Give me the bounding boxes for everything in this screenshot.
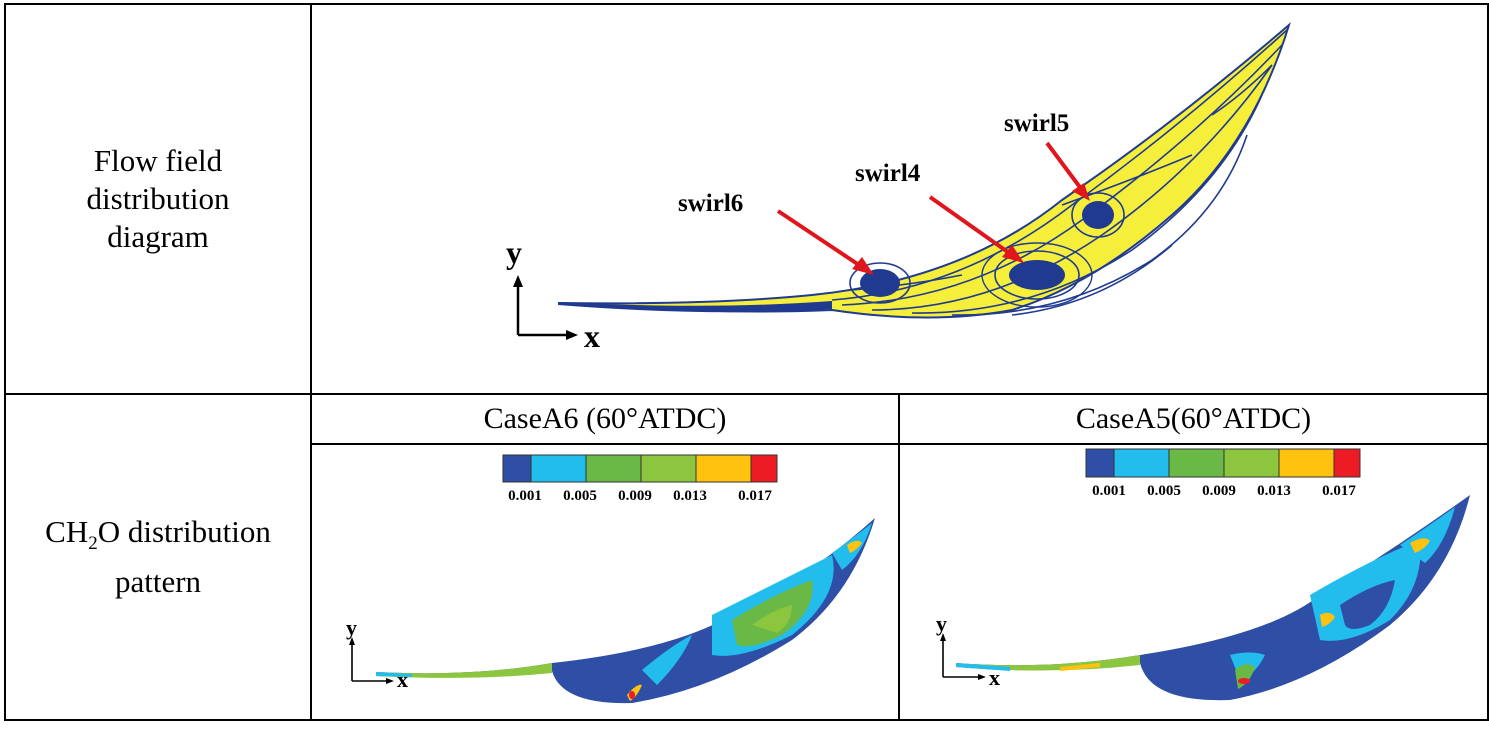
flow-field-label-line3: diagram — [107, 219, 209, 254]
legend-tick-4: 0.013 — [673, 488, 707, 504]
case-a5-axis-x-label: x — [989, 665, 1000, 690]
ch2o-label-pre: CH — [45, 513, 89, 549]
flow-field-diagram: swirl6 swirl4 swirl5 — [506, 21, 1291, 354]
case-a5-axis-y-label: y — [936, 611, 947, 636]
legend-tick-2: 0.005 — [563, 488, 597, 504]
ch2o-row: 0.001 0.005 0.009 0.013 0.017 — [5, 443, 1489, 721]
comparison-table: Flow field distribution diagram — [4, 3, 1489, 721]
case-a6-axis-y-label: y — [346, 615, 357, 640]
legend-swatch-green — [585, 454, 642, 483]
legend-tick-3: 0.009 — [1202, 483, 1236, 499]
case-a6-contour: 0.001 0.005 0.009 0.013 0.017 — [346, 454, 875, 704]
legend-tick-4: 0.013 — [1257, 483, 1291, 499]
legend-swatch-lime — [1223, 448, 1280, 478]
swirl4-vortex — [981, 242, 1093, 308]
legend-tick-5: 0.017 — [1322, 483, 1356, 499]
legend-swatch-red — [1333, 448, 1361, 478]
chamber-thin-tip — [558, 301, 832, 313]
swirl5-vortex — [1071, 192, 1125, 238]
swirl5-label: swirl5 — [1004, 110, 1069, 137]
flow-field-label-line1: Flow field — [93, 143, 223, 178]
flow-field-row: Flow field distribution diagram — [4, 3, 1489, 395]
streamlines — [831, 29, 1288, 316]
swirl6-label: swirl6 — [678, 190, 743, 217]
flow-field-label: Flow field distribution diagram — [4, 3, 312, 395]
legend-swatch-red — [750, 454, 778, 483]
flow-axis-icon — [513, 275, 578, 340]
case-a6-field — [376, 518, 875, 704]
swirl4-label: swirl4 — [855, 160, 921, 187]
ch2o-label: CH2O distribution pattern — [4, 393, 312, 721]
legend-swatch-cyan — [530, 454, 587, 483]
case-a5-axis-icon — [939, 633, 986, 680]
flow-axis-y-label: y — [506, 234, 522, 270]
flow-axis-x-label: x — [584, 318, 600, 354]
legend-swatch-yellow — [1278, 448, 1335, 478]
case-a6-axis-x-label: x — [397, 667, 408, 692]
legend-tick-2: 0.005 — [1147, 483, 1181, 499]
legend-swatch-blue — [502, 454, 532, 483]
flow-field-label-line2: distribution — [86, 181, 230, 216]
case-a6-axis-icon — [349, 637, 394, 684]
flow-field-diagram-cell: swirl6 swirl4 swirl5 — [310, 3, 1489, 395]
case-header-row: CH2O distribution pattern CaseA6 (60°ATD… — [4, 393, 1489, 721]
case-a5-field — [955, 495, 1470, 701]
ch2o-label-sub: 2 — [88, 533, 98, 555]
case-a5-cell: 0.001 0.005 0.009 0.013 0.017 — [897, 443, 1489, 721]
legend-swatch-green — [1168, 448, 1225, 478]
legend-tick-3: 0.009 — [618, 488, 652, 504]
legend-tick-1: 0.001 — [508, 488, 542, 504]
swirl-arrows — [776, 141, 1090, 275]
case-a6-cell: 0.001 0.005 0.009 0.013 0.017 — [310, 443, 900, 721]
ch2o-label-line2: pattern — [114, 564, 202, 600]
swirl6-vortex — [849, 262, 911, 304]
legend-tick-5: 0.017 — [738, 488, 772, 504]
legend-swatch-cyan — [1113, 448, 1170, 478]
case-a6-title: CaseA6 (60°ATDC) — [310, 393, 900, 445]
case-a5-contour: 0.001 0.005 0.009 0.013 0.017 — [936, 448, 1470, 701]
legend-swatch-yellow — [695, 454, 752, 483]
legend-swatch-lime — [640, 454, 697, 483]
legend-tick-1: 0.001 — [1092, 483, 1126, 499]
case-a5-legend: 0.001 0.005 0.009 0.013 0.017 — [1085, 448, 1361, 499]
case-a5-title: CaseA5(60°ATDC) — [897, 393, 1489, 445]
legend-swatch-blue — [1085, 448, 1115, 478]
ch2o-label-post: O distribution — [97, 513, 271, 549]
case-a6-legend: 0.001 0.005 0.009 0.013 0.017 — [502, 454, 778, 504]
